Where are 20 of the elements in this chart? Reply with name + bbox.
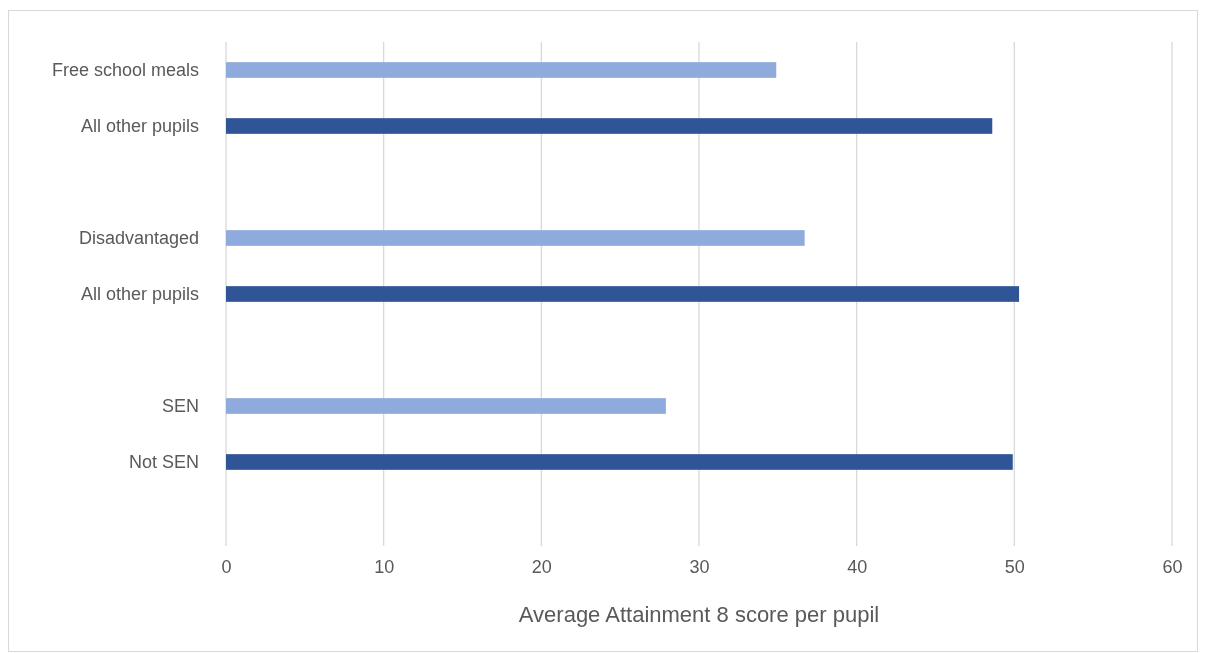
bar	[226, 118, 993, 134]
bar	[226, 286, 1020, 302]
x-tick-label: 0	[221, 556, 232, 577]
y-tick-label: All other pupils	[80, 115, 199, 136]
y-tick-label: Free school meals	[51, 59, 199, 80]
bar	[226, 230, 805, 246]
x-tick-label: 50	[1004, 556, 1025, 577]
x-tick-label: 20	[531, 556, 552, 577]
y-tick-label: All other pupils	[80, 283, 199, 304]
bar	[226, 62, 777, 78]
x-tick-label: 60	[1162, 556, 1183, 577]
bar	[226, 398, 666, 414]
x-tick-label: 30	[689, 556, 710, 577]
y-tick-label: Disadvantaged	[78, 227, 199, 248]
x-tick-label: 10	[374, 556, 395, 577]
y-tick-label: Not SEN	[128, 451, 199, 472]
x-axis-title: Average Attainment 8 score per pupil	[518, 602, 880, 627]
y-tick-label: SEN	[161, 395, 199, 416]
x-tick-label: 40	[847, 556, 868, 577]
bar	[226, 454, 1013, 470]
